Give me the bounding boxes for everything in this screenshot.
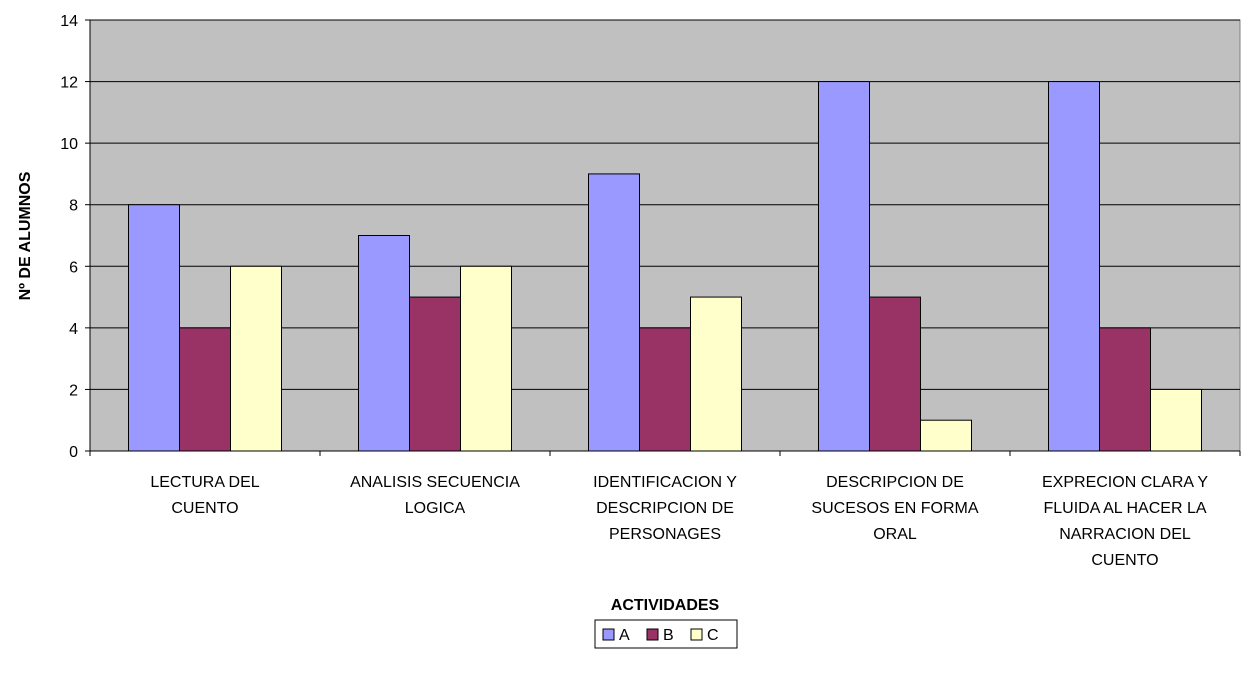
y-tick-label: 12	[60, 75, 78, 92]
x-tick-label: EXPRECION CLARA Y	[1042, 474, 1208, 491]
bar-c	[920, 419, 972, 452]
legend: A B C	[594, 619, 738, 649]
legend-box	[594, 619, 738, 649]
y-tick-label: 2	[69, 382, 78, 399]
x-tick-label: DESCRIPCION DE	[596, 500, 734, 517]
bar-b	[1099, 327, 1151, 452]
x-tick-label: FLUIDA AL HACER LA	[1043, 500, 1206, 517]
legend-label-b: B	[663, 627, 674, 644]
bar-b	[179, 327, 231, 452]
legend-label-a: A	[619, 627, 630, 644]
x-tick-label: NARRACION DEL	[1059, 526, 1191, 543]
x-axis-title: ACTIVIDADES	[611, 597, 720, 614]
bar-b	[639, 327, 691, 452]
bar-c	[1150, 388, 1202, 452]
y-tick-label: 0	[69, 444, 78, 461]
x-tick-label: IDENTIFICACION Y	[593, 474, 737, 491]
legend-swatch-b	[646, 628, 659, 641]
legend-label-c: C	[707, 627, 719, 644]
bar-a	[818, 81, 870, 452]
legend-swatch-a	[602, 628, 615, 641]
legend-swatch-c	[690, 628, 703, 641]
x-tick-label: LOGICA	[405, 500, 466, 517]
bar-a	[1048, 81, 1100, 452]
x-tick-label: DESCRIPCION DE	[826, 474, 964, 491]
bar-a	[358, 235, 410, 452]
bar-a	[128, 204, 180, 452]
x-tick-label: CUENTO	[171, 500, 238, 517]
y-axis-ticks: 0 2 4 6 8 10 12 14	[60, 13, 90, 461]
bar-c	[690, 296, 742, 452]
y-tick-label: 8	[69, 198, 78, 215]
x-tick-label: ANALISIS SECUENCIA	[350, 474, 520, 491]
x-tick-label: ORAL	[873, 526, 917, 543]
x-axis-ticks: LECTURA DEL CUENTO ANALISIS SECUENCIA LOGIC…	[89, 451, 1241, 569]
bar-b	[409, 296, 461, 452]
y-tick-label: 14	[60, 13, 78, 30]
bar-c	[230, 265, 282, 452]
bars	[128, 81, 1202, 452]
y-tick-label: 10	[60, 136, 78, 153]
y-tick-label: 6	[69, 259, 78, 276]
y-axis-title: Nº DE ALUMNOS	[17, 171, 34, 300]
bar-b	[869, 296, 921, 452]
y-tick-label: 4	[69, 321, 78, 338]
x-tick-label: LECTURA DEL	[150, 474, 259, 491]
x-tick-label: CUENTO	[1091, 552, 1158, 569]
bar-c	[460, 265, 512, 452]
x-tick-label: SUCESOS EN FORMA	[811, 500, 978, 517]
bar-a	[588, 173, 640, 452]
x-tick-label: PERSONAGES	[609, 526, 721, 543]
